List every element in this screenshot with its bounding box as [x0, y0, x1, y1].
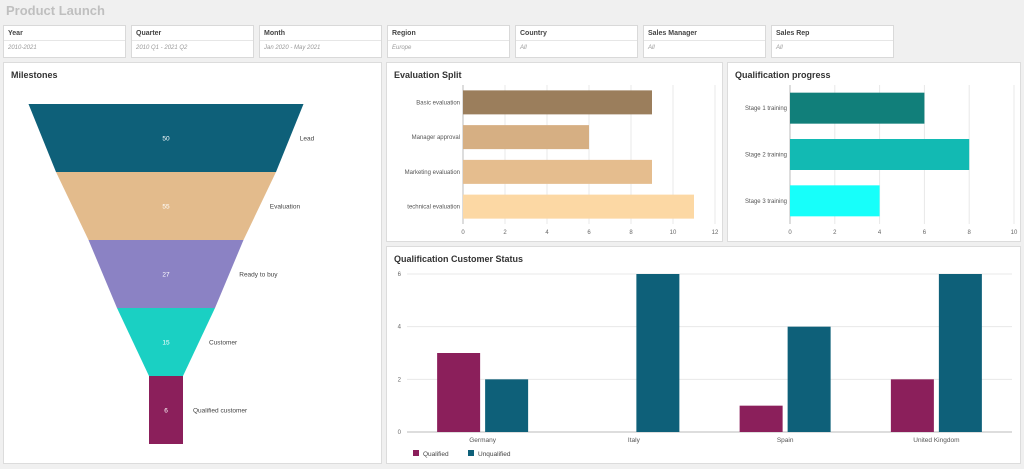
filter-month[interactable]: Month Jan 2020 - May 2021 [259, 25, 382, 58]
bar [463, 194, 694, 219]
filter-quarter[interactable]: Quarter 2010 Q1 - 2021 Q2 [131, 25, 254, 58]
filter-sales-rep[interactable]: Sales Rep All [771, 25, 894, 58]
filter-label: Month [260, 26, 381, 41]
evaluation-split-bar-chart: 0 2 4 6 8 10 12 Basic evaluation Manager approva… [405, 85, 719, 236]
bar [787, 326, 831, 432]
filter-country[interactable]: Country All [515, 25, 638, 58]
legend-label: Qualified [423, 451, 449, 458]
bar [437, 353, 481, 432]
y-category-label: technical evaluation [407, 205, 460, 211]
y-tick-label: 6 [398, 272, 402, 278]
filter-label: Country [516, 26, 637, 41]
bar [739, 405, 783, 432]
bar [890, 379, 934, 432]
qualification-progress-bar-chart: 0 2 4 6 8 10 Stage 1 training Stage 2 training S… [745, 85, 1018, 236]
filter-value: All [648, 45, 655, 51]
bar [463, 159, 652, 184]
filter-label: Year [4, 26, 125, 41]
funnel-category-label: Lead [300, 136, 315, 143]
x-category-label: Germany [469, 437, 496, 444]
y-tick-label: 4 [398, 325, 402, 331]
x-tick-label: 4 [878, 230, 882, 236]
filter-label: Sales Rep [772, 26, 893, 41]
x-tick-label: 2 [833, 230, 837, 236]
bar [790, 92, 925, 124]
filter-region[interactable]: Region Europe [387, 25, 510, 58]
filter-sales-manager[interactable]: Sales Manager All [643, 25, 766, 58]
funnel-category-label: Ready to buy [239, 272, 278, 279]
x-tick-label: 12 [712, 230, 719, 236]
bar [636, 274, 680, 432]
bar [790, 139, 970, 170]
legend-swatch [413, 450, 419, 456]
app-title: Product Launch [6, 3, 105, 18]
y-category-label: Basic evaluation [416, 100, 460, 106]
bar [938, 274, 982, 432]
filter-value: 2010 Q1 - 2021 Q2 [136, 45, 188, 51]
bar [463, 125, 589, 150]
filter-value: All [776, 45, 783, 51]
x-tick-label: 0 [461, 230, 465, 236]
x-tick-label: 10 [1011, 230, 1018, 236]
y-category-label: Marketing evaluation [405, 170, 460, 176]
milestones-funnel-chart: 50 Lead 55 Evaluation 27 Ready to buy 15 Custom… [28, 104, 315, 444]
panel-title: Qualification Customer Status [394, 254, 524, 264]
bar [790, 185, 880, 217]
x-tick-label: 10 [670, 230, 677, 236]
funnel-segment [28, 104, 304, 172]
x-tick-label: 8 [629, 230, 633, 236]
bar [463, 90, 652, 115]
legend-label: Unqualified [478, 451, 511, 458]
funnel-segment [88, 240, 244, 308]
filter-label: Quarter [132, 26, 253, 41]
filter-value: 2010-2021 [8, 45, 37, 51]
filter-label: Sales Manager [644, 26, 765, 41]
legend-swatch [468, 450, 474, 456]
funnel-segment [117, 308, 215, 376]
funnel-value-label: 27 [162, 272, 170, 279]
x-category-label: United Kingdom [913, 437, 959, 444]
x-tick-label: 2 [503, 230, 507, 236]
x-tick-label: 0 [788, 230, 792, 236]
panel-title: Qualification progress [735, 70, 831, 80]
funnel-value-label: 50 [162, 136, 170, 143]
customer-status-panel[interactable]: Qualification Customer Status 0 2 4 6 German… [386, 246, 1021, 464]
filter-year[interactable]: Year 2010-2021 [3, 25, 126, 58]
filter-value: Europe [392, 45, 412, 51]
funnel-segment [56, 172, 276, 240]
filter-value: Jan 2020 - May 2021 [264, 45, 321, 51]
qualification-progress-panel[interactable]: Qualification progress 0 2 4 6 8 10 Stage 1 tr… [727, 62, 1021, 242]
x-tick-label: 6 [923, 230, 927, 236]
bar [485, 379, 529, 432]
funnel-category-label: Evaluation [270, 204, 301, 211]
customer-status-bar-chart: 0 2 4 6 Germany Italy Spain United Kingdom Quali… [398, 272, 1012, 458]
panel-title: Evaluation Split [394, 70, 462, 80]
x-tick-label: 8 [968, 230, 972, 236]
funnel-value-label: 55 [162, 204, 170, 211]
y-tick-label: 2 [398, 377, 402, 383]
x-category-label: Spain [777, 437, 794, 444]
funnel-category-label: Customer [209, 340, 238, 347]
funnel-category-label: Qualified customer [193, 408, 248, 415]
y-category-label: Stage 1 training [745, 106, 787, 112]
y-category-label: Stage 2 training [745, 153, 787, 159]
milestones-panel[interactable]: Milestones 50 Lead 55 Evaluation 27 Ready to … [3, 62, 382, 464]
y-tick-label: 0 [398, 430, 402, 436]
panel-title: Milestones [11, 70, 58, 80]
y-category-label: Stage 3 training [745, 199, 787, 205]
filter-value: All [520, 45, 527, 51]
filter-label: Region [388, 26, 509, 41]
funnel-segment [149, 376, 183, 444]
x-category-label: Italy [628, 437, 641, 444]
x-tick-label: 4 [545, 230, 549, 236]
funnel-value-label: 15 [162, 340, 170, 347]
funnel-value-label: 6 [164, 408, 168, 415]
evaluation-split-panel[interactable]: Evaluation Split 0 2 4 6 8 10 12 Basic evaluati… [386, 62, 723, 242]
y-category-label: Manager approval [412, 135, 460, 141]
x-tick-label: 6 [587, 230, 591, 236]
